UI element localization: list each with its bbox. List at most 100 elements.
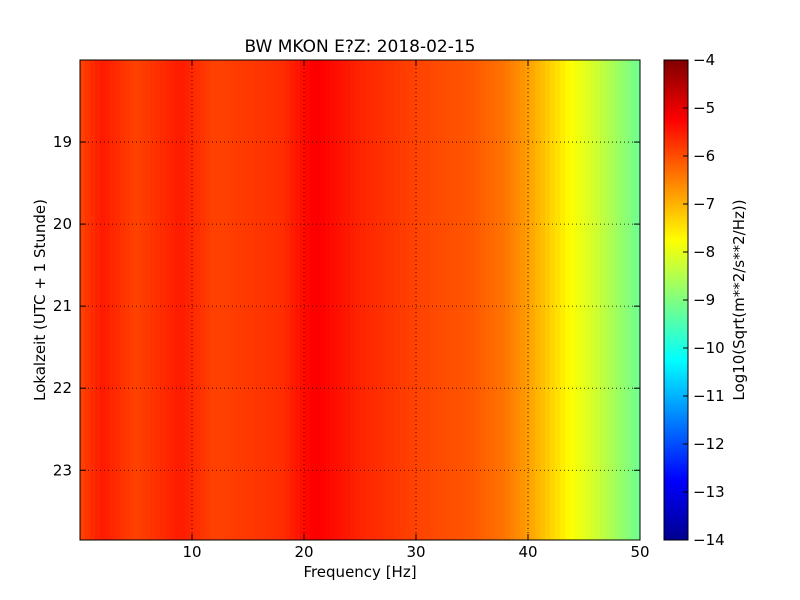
- heatmap-column: [95, 60, 101, 540]
- heatmap-column: [390, 60, 396, 540]
- heatmap-column: [605, 60, 611, 540]
- heatmap-column: [120, 60, 126, 540]
- heatmap-column: [545, 60, 551, 540]
- plot-frame: [79, 59, 641, 541]
- colorbar-tick-label: −5: [693, 99, 715, 117]
- heatmap-column: [495, 60, 501, 540]
- spectrogram-heatmap: [80, 60, 640, 540]
- heatmap-column: [330, 60, 336, 540]
- heatmap-column: [520, 60, 526, 540]
- heatmap-column: [150, 60, 156, 540]
- y-tick-label: 21: [53, 297, 72, 315]
- heatmap-column: [585, 60, 591, 540]
- heatmap-column: [130, 60, 136, 540]
- colorbar-tick-label: −7: [693, 195, 715, 213]
- x-tick-label: 50: [630, 543, 649, 561]
- colorbar-tick-label: −8: [693, 243, 715, 261]
- heatmap-column: [255, 60, 261, 540]
- heatmap-column: [340, 60, 346, 540]
- heatmap-column: [115, 60, 121, 540]
- heatmap-column: [425, 60, 431, 540]
- heatmap-column: [550, 60, 556, 540]
- heatmap-column: [625, 60, 631, 540]
- colorbar-label: Log10(Sqrt(m**2/s**2/Hz)): [730, 199, 748, 400]
- heatmap-column: [420, 60, 426, 540]
- heatmap-column: [105, 60, 111, 540]
- heatmap-column: [230, 60, 236, 540]
- heatmap-column: [350, 60, 356, 540]
- heatmap-column: [465, 60, 471, 540]
- heatmap-column: [595, 60, 601, 540]
- heatmap-column: [170, 60, 176, 540]
- y-axis-label: Lokalzeit (UTC + 1 Stunde): [31, 199, 49, 401]
- heatmap-column: [190, 60, 196, 540]
- heatmap-column: [415, 60, 421, 540]
- heatmap-column: [175, 60, 181, 540]
- heatmap-column: [335, 60, 341, 540]
- heatmap-column: [290, 60, 296, 540]
- heatmap-column: [260, 60, 266, 540]
- heatmap-column: [410, 60, 416, 540]
- heatmap-column: [565, 60, 571, 540]
- colorbar-tick-label: −12: [693, 435, 725, 453]
- heatmap-column: [600, 60, 606, 540]
- heatmap-column: [470, 60, 476, 540]
- heatmap-column: [140, 60, 146, 540]
- heatmap-column: [590, 60, 596, 540]
- heatmap-column: [185, 60, 191, 540]
- heatmap-column: [560, 60, 566, 540]
- heatmap-column: [245, 60, 251, 540]
- heatmap-column: [200, 60, 206, 540]
- heatmap-column: [485, 60, 491, 540]
- heatmap-column: [135, 60, 141, 540]
- heatmap-column: [490, 60, 496, 540]
- heatmap-column: [100, 60, 106, 540]
- heatmap-column: [240, 60, 246, 540]
- heatmap-column: [570, 60, 576, 540]
- heatmap-column: [155, 60, 161, 540]
- heatmap-column: [580, 60, 586, 540]
- heatmap-column: [90, 60, 96, 540]
- heatmap-column: [285, 60, 291, 540]
- heatmap-column: [380, 60, 386, 540]
- colorbar-tick-label: −6: [693, 147, 715, 165]
- colorbar-tick-label: −4: [693, 51, 715, 69]
- y-axis-ticks: 19 20 21 22 23: [53, 133, 640, 479]
- heatmap-column: [295, 60, 301, 540]
- heatmap-column: [355, 60, 361, 540]
- heatmap-column: [365, 60, 371, 540]
- heatmap-column: [575, 60, 581, 540]
- colorbar-ticks: −4 −5 −6 −7 −8 −9 −10 −11 −12 −13 −14: [683, 51, 725, 549]
- heatmap-column: [225, 60, 231, 540]
- heatmap-column: [460, 60, 466, 540]
- x-tick-label: 30: [406, 543, 425, 561]
- heatmap-column: [250, 60, 256, 540]
- heatmap-column: [615, 60, 621, 540]
- x-tick-label: 20: [294, 543, 313, 561]
- heatmap-column: [345, 60, 351, 540]
- colorbar-tick-label: −9: [693, 291, 715, 309]
- colorbar: −4 −5 −6 −7 −8 −9 −10 −11 −12 −13 −14 Log10(Sqrt(m…: [663, 51, 748, 549]
- heatmap-column: [195, 60, 201, 540]
- y-tick-label: 22: [53, 379, 72, 397]
- y-tick-label: 23: [53, 461, 72, 479]
- x-tick-label: 10: [182, 543, 201, 561]
- heatmap-column: [435, 60, 441, 540]
- y-tick-label: 20: [53, 215, 72, 233]
- heatmap-column: [145, 60, 151, 540]
- heatmap-column: [280, 60, 286, 540]
- heatmap-column: [535, 60, 541, 540]
- x-tick-label: 40: [518, 543, 537, 561]
- colorbar-tick-label: −14: [693, 531, 725, 549]
- heatmap-column: [450, 60, 456, 540]
- heatmap-column: [635, 60, 640, 540]
- grid-lines: [80, 60, 640, 540]
- heatmap-column: [500, 60, 506, 540]
- heatmap-column: [475, 60, 481, 540]
- heatmap-column: [180, 60, 186, 540]
- heatmap-column: [455, 60, 461, 540]
- heatmap-column: [270, 60, 276, 540]
- heatmap-column: [300, 60, 306, 540]
- heatmap-column: [325, 60, 331, 540]
